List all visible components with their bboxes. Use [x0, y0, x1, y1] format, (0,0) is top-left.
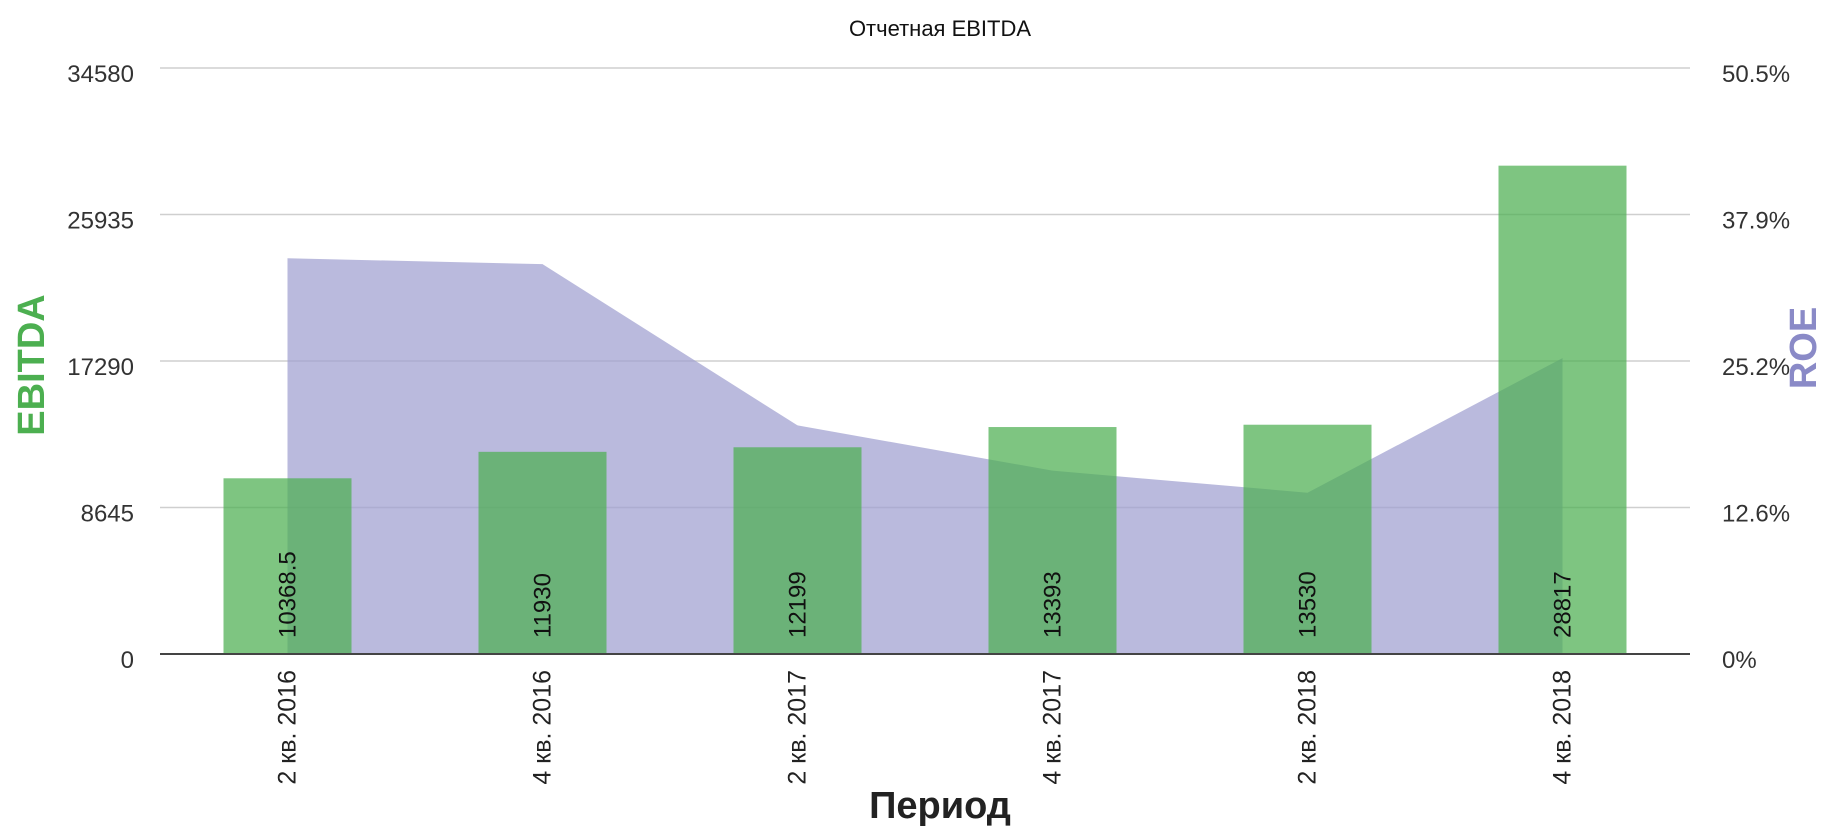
y-left-tick-label: 17290	[67, 354, 134, 381]
x-category-label: 2 кв. 2018	[1294, 670, 1322, 785]
bar-value-label: 12199	[785, 571, 812, 638]
y-right-tick-label: 37.9%	[1722, 208, 1790, 235]
x-category-label: 4 кв. 2016	[529, 670, 557, 785]
chart-title: Отчетная EBITDA	[849, 16, 1031, 41]
x-category-label: 2 кв. 2017	[784, 670, 812, 785]
bar-value-label: 13530	[1295, 571, 1322, 638]
x-category-label: 4 кв. 2017	[1039, 670, 1067, 785]
bar-value-label: 11930	[530, 573, 557, 638]
y-axis-left-title: EBITDA	[11, 294, 53, 435]
y-left-tick-label: 34580	[67, 61, 134, 88]
y-right-tick-label: 25.2%	[1722, 354, 1790, 381]
bar-value-label: 13393	[1040, 571, 1067, 638]
x-axis-title: Период	[869, 785, 1011, 827]
bar-value-label: 10368.5	[275, 551, 302, 638]
x-category-label: 2 кв. 2016	[274, 670, 302, 785]
y-right-tick-label: 12.6%	[1722, 501, 1790, 528]
y-right-tick-label: 0%	[1722, 647, 1757, 674]
y-axis-right-title: ROE	[1783, 307, 1825, 389]
y-right-tick-label: 50.5%	[1722, 61, 1790, 88]
bar-value-label: 28817	[1550, 571, 1577, 638]
y-left-tick-label: 8645	[81, 501, 134, 528]
y-left-tick-label: 25935	[67, 208, 134, 235]
x-category-label: 4 кв. 2018	[1549, 670, 1577, 785]
y-left-tick-label: 0	[121, 647, 134, 674]
